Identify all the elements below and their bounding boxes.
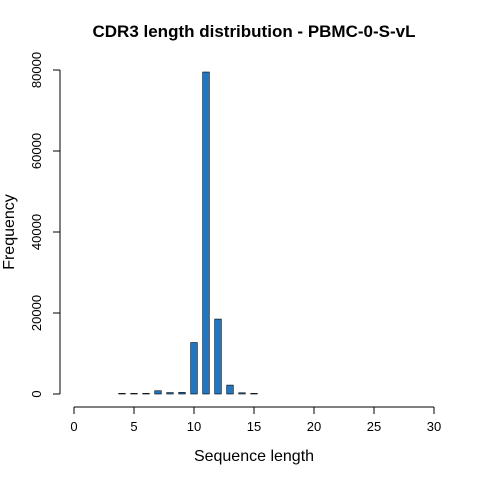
x-axis-title: Sequence length — [194, 448, 314, 465]
x-tick-label-10: 10 — [187, 419, 201, 434]
y-tick-label-40000: 40000 — [29, 214, 44, 250]
x-tick-label-30: 30 — [427, 419, 441, 434]
y-tick-label-80000: 80000 — [29, 52, 44, 88]
bar-10 — [190, 342, 198, 395]
bar-5 — [130, 393, 138, 395]
bar-7 — [154, 390, 162, 395]
x-axis: 0 5 10 15 20 25 30 — [70, 406, 441, 434]
y-tick-label-60000: 60000 — [29, 133, 44, 169]
x-tick-label-0: 0 — [70, 419, 77, 434]
chart-title: CDR3 length distribution - PBMC-0-S-vL — [93, 22, 416, 41]
bars-group — [118, 71, 258, 395]
bar-9 — [178, 392, 186, 395]
bar-4 — [118, 393, 126, 395]
bar-14 — [238, 392, 246, 395]
bar-11 — [202, 71, 210, 395]
x-tick-label-15: 15 — [247, 419, 261, 434]
bar-15 — [250, 393, 258, 395]
x-tick-label-20: 20 — [307, 419, 321, 434]
y-tick-label-20000: 20000 — [29, 295, 44, 331]
bar-13 — [226, 384, 234, 395]
y-axis: 0 20000 40000 60000 80000 — [29, 52, 61, 398]
x-tick-label-5: 5 — [130, 419, 137, 434]
y-tick-label-0: 0 — [29, 390, 44, 397]
bar-8 — [166, 392, 174, 395]
bar-12 — [214, 318, 222, 395]
x-tick-label-25: 25 — [367, 419, 381, 434]
y-axis-title: Frequency — [1, 194, 18, 270]
bar-6 — [142, 393, 150, 395]
